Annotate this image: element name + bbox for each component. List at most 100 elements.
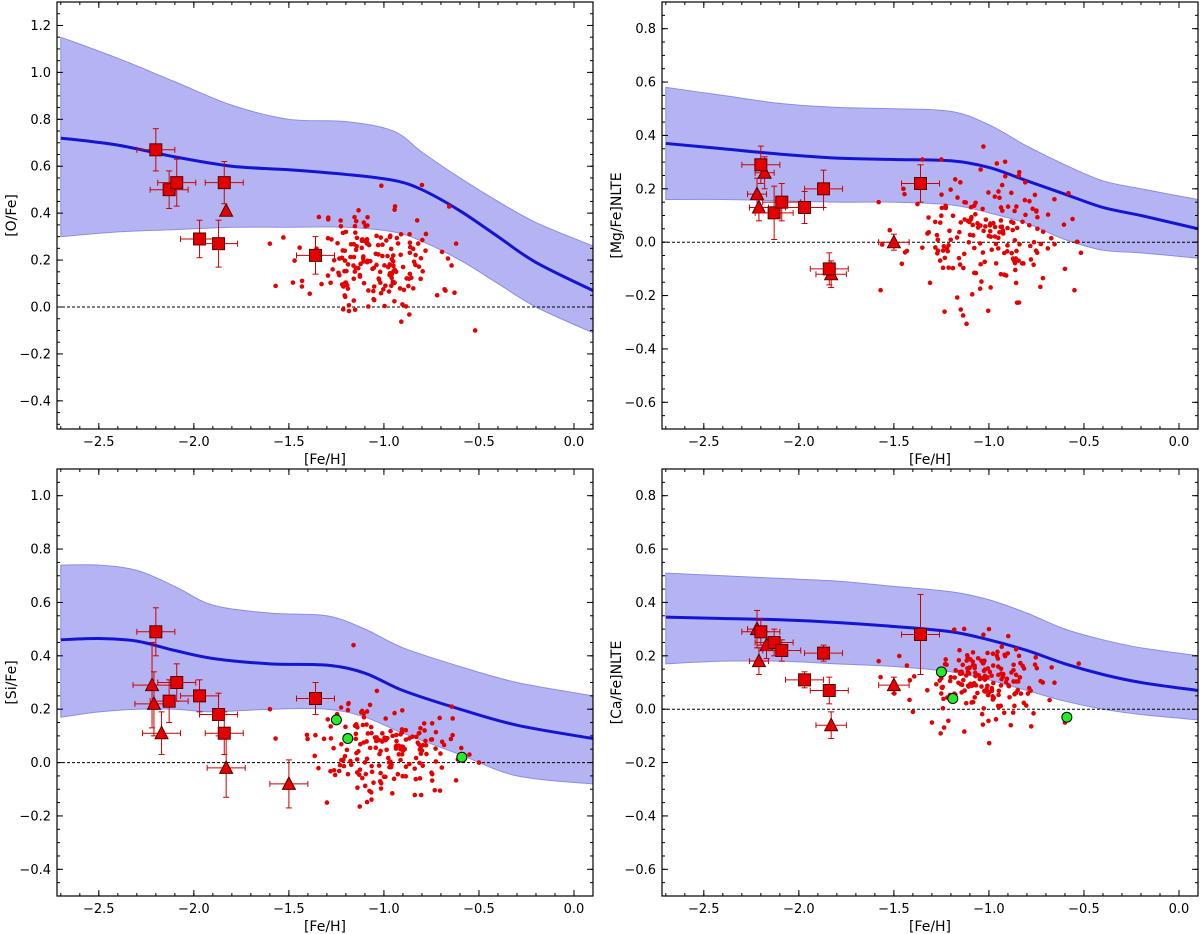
x-tick-label: −2.5: [83, 902, 115, 917]
field-star-dot: [1033, 655, 1039, 660]
field-star-dot: [273, 283, 278, 289]
field-star-dot: [987, 228, 993, 234]
field-star-dot: [876, 658, 881, 664]
field-star-dot: [400, 773, 405, 779]
triangle-marker: [218, 759, 234, 774]
field-star-dot: [273, 736, 278, 741]
square-marker: [913, 176, 927, 190]
field-star-dot: [1049, 665, 1054, 670]
y-tick-label: −0.2: [19, 809, 51, 824]
field-star-dot: [902, 191, 907, 197]
y-tick-label: 0.0: [30, 301, 51, 316]
field-star-dot: [346, 700, 351, 706]
field-star-dot: [383, 283, 388, 288]
square-marker: [170, 676, 184, 689]
field-star-dot: [1052, 196, 1057, 202]
model-mean-line: [60, 636, 593, 741]
model-dispersion-band: [665, 572, 1198, 721]
field-star-dot: [449, 263, 454, 268]
field-star-dot: [1035, 214, 1040, 220]
field-star-dot: [467, 752, 472, 757]
green-circle-marker: [935, 666, 947, 678]
field-star-dot: [348, 254, 353, 260]
field-star-dot: [993, 241, 999, 247]
field-star-dot: [1016, 300, 1022, 305]
field-star-dot: [325, 717, 331, 722]
square-marker: [775, 195, 789, 209]
field-star-dot: [935, 237, 941, 243]
field-star-dot: [378, 781, 384, 786]
field-star-dot: [940, 705, 946, 711]
field-star-dot: [989, 673, 994, 678]
field-star-dot: [449, 704, 454, 709]
field-star-dot: [977, 241, 983, 246]
field-star-dot: [937, 258, 943, 263]
field-star-dot: [988, 221, 993, 226]
field-star-dot: [957, 647, 962, 653]
field-star-dot: [325, 235, 331, 241]
field-star-dot: [368, 790, 374, 795]
field-star-dot: [371, 296, 376, 302]
field-star-dot: [329, 237, 334, 242]
field-star-dot: [1026, 685, 1032, 691]
field-star-dot: [388, 728, 393, 734]
field-star-dot: [377, 269, 383, 275]
field-star-dot: [998, 218, 1004, 223]
y-tick-label: −0.2: [624, 289, 656, 304]
field-star-dot: [947, 678, 953, 684]
square-marker: [217, 176, 231, 190]
field-star-dot: [364, 709, 370, 714]
field-star-dot: [954, 235, 960, 240]
y-tick-label: 0.8: [30, 543, 51, 558]
field-star-dot: [1027, 198, 1032, 204]
field-star-dot: [439, 739, 445, 745]
field-star-dot: [940, 248, 946, 253]
field-star-dot: [1022, 180, 1028, 185]
field-star-dot: [973, 212, 978, 217]
field-star-dot: [911, 674, 917, 679]
field-star-dot: [391, 263, 396, 269]
field-star-dot: [957, 262, 963, 267]
field-star-dot: [354, 235, 360, 241]
field-star-dot: [339, 757, 344, 763]
x-tick-label: −2.0: [178, 435, 210, 450]
field-star-dot: [1017, 675, 1023, 680]
field-star-dot: [412, 766, 418, 771]
field-star-dot: [361, 254, 366, 259]
field-star-dot: [361, 280, 367, 286]
square-marker: [817, 182, 831, 196]
field-star-dot: [394, 235, 400, 241]
field-star-dot: [281, 235, 286, 240]
field-star-dot: [353, 218, 359, 224]
x-tick-label: 0.0: [564, 435, 585, 450]
field-star-dot: [355, 725, 360, 730]
field-star-dot: [364, 799, 370, 805]
field-star-dot: [434, 292, 440, 298]
field-star-dot: [955, 195, 960, 200]
field-star-dot: [1028, 257, 1034, 262]
field-star-dot: [1018, 691, 1024, 696]
y-tick-label: 0.4: [30, 649, 51, 664]
field-star-dot: [1005, 225, 1010, 231]
field-star-dot: [961, 265, 966, 271]
field-star-dot: [972, 695, 978, 700]
field-star-dot: [386, 289, 392, 294]
field-star-dot: [385, 755, 391, 761]
y-axis-label: [O/Fe]: [4, 194, 20, 237]
field-star-dot: [361, 740, 367, 745]
field-star-dot: [998, 224, 1003, 230]
field-star-dot: [348, 762, 354, 767]
field-star-dot: [995, 664, 1001, 669]
field-star-dot: [1023, 703, 1029, 708]
field-star-dot: [346, 303, 352, 308]
field-star-dot: [907, 677, 913, 683]
field-star-dot: [950, 213, 956, 219]
field-star-dot: [1015, 687, 1021, 693]
field-star-dot: [368, 724, 374, 730]
field-star-dot: [940, 265, 946, 271]
field-star-dot: [419, 748, 425, 753]
field-star-dot: [1032, 662, 1038, 667]
field-star-dot: [969, 292, 975, 297]
field-star-dot: [988, 234, 994, 240]
field-star-dot: [982, 259, 988, 265]
